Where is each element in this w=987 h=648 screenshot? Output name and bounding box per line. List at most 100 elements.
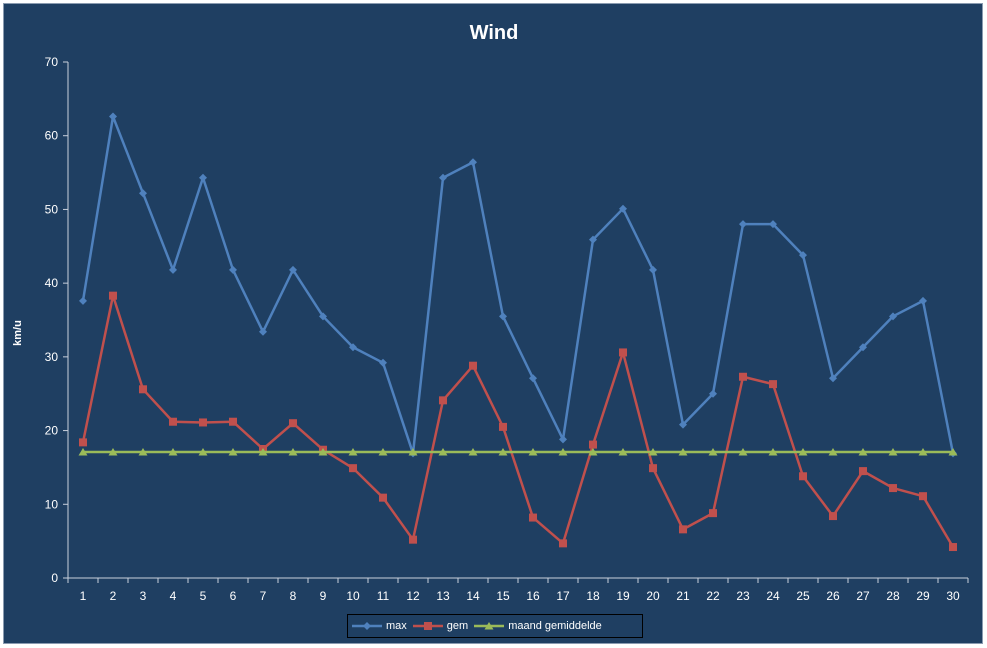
- data-point-maand-gemiddelde: [918, 447, 928, 456]
- data-point-maand-gemiddelde: [678, 447, 688, 456]
- data-point-max: [739, 220, 747, 229]
- data-point-max: [349, 343, 357, 352]
- data-point-maand-gemiddelde: [588, 447, 598, 456]
- x-tick-label: 19: [616, 589, 630, 603]
- data-point-max: [259, 327, 267, 336]
- data-point-gem: [469, 361, 477, 370]
- data-point-gem: [169, 417, 177, 426]
- data-point-maand-gemiddelde: [828, 447, 838, 456]
- data-point-maand-gemiddelde: [798, 447, 808, 456]
- data-point-gem: [769, 380, 777, 389]
- legend-swatch-gem: [412, 622, 443, 630]
- data-point-gem: [949, 543, 957, 552]
- data-point-max: [589, 235, 597, 244]
- legend-label-gem: gem: [446, 620, 469, 632]
- x-tick-label: 3: [140, 589, 147, 603]
- data-point-gem: [499, 422, 507, 431]
- data-point-maand-gemiddelde: [168, 447, 178, 456]
- legend-item-maand-gemiddelde: maand gemiddelde: [474, 620, 602, 632]
- x-tick-label: 26: [826, 589, 840, 603]
- data-point-max: [919, 296, 927, 305]
- x-tick-label: 10: [346, 589, 360, 603]
- x-tick-label: 15: [496, 589, 510, 603]
- data-point-maand-gemiddelde: [348, 447, 358, 456]
- data-point-gem: [529, 513, 537, 522]
- data-point-max: [469, 158, 477, 167]
- data-point-maand-gemiddelde: [108, 447, 118, 456]
- x-tick-label: 24: [766, 589, 780, 603]
- data-point-gem: [379, 493, 387, 502]
- data-point-max: [799, 251, 807, 260]
- y-tick-label: 20: [45, 424, 59, 438]
- data-point-max: [289, 265, 297, 274]
- data-point-max: [499, 312, 507, 321]
- data-point-max: [769, 220, 777, 229]
- chart-title: Wind: [469, 22, 519, 44]
- data-point-maand-gemiddelde: [768, 447, 778, 456]
- data-point-max: [559, 435, 567, 444]
- x-tick-label: 12: [406, 589, 420, 603]
- data-point-max: [439, 173, 447, 182]
- data-point-gem: [679, 525, 687, 534]
- data-point-gem: [589, 440, 597, 449]
- data-point-max: [889, 312, 897, 321]
- y-tick-label: 60: [45, 129, 59, 143]
- series-line-max: [81, 115, 955, 455]
- data-point-max: [619, 204, 627, 213]
- data-point-maand-gemiddelde: [618, 447, 628, 456]
- data-point-max: [529, 374, 537, 383]
- data-point-maand-gemiddelde: [558, 447, 568, 456]
- x-tick-label: 7: [260, 589, 267, 603]
- data-point-maand-gemiddelde: [528, 447, 538, 456]
- data-point-gem: [409, 535, 417, 544]
- data-point-max: [829, 374, 837, 383]
- data-point-maand-gemiddelde: [888, 447, 898, 456]
- data-point-max: [199, 173, 207, 182]
- data-point-gem: [289, 419, 297, 428]
- data-point-gem: [829, 512, 837, 521]
- data-point-gem: [619, 348, 627, 357]
- x-tick-label: 14: [466, 589, 480, 603]
- x-tick-label: 21: [676, 589, 690, 603]
- y-tick-label: 0: [51, 571, 58, 585]
- x-tick-label: 29: [916, 589, 930, 603]
- data-point-maand-gemiddelde: [318, 447, 328, 456]
- data-point-gem: [229, 417, 237, 426]
- x-tick-label: 23: [736, 589, 750, 603]
- data-point-maand-gemiddelde: [498, 447, 508, 456]
- data-point-maand-gemiddelde: [198, 447, 208, 456]
- legend: max gem maand gemiddelde: [347, 614, 643, 638]
- data-point-maand-gemiddelde: [438, 447, 448, 456]
- data-point-maand-gemiddelde: [468, 447, 478, 456]
- data-point-gem: [199, 418, 207, 427]
- data-point-gem: [739, 372, 747, 381]
- x-tick-label: 18: [586, 589, 600, 603]
- x-tick-label: 20: [646, 589, 660, 603]
- data-point-gem: [439, 396, 447, 405]
- data-point-max: [649, 265, 657, 274]
- x-tick-label: 27: [856, 589, 870, 603]
- data-point-gem: [889, 484, 897, 493]
- data-point-gem: [709, 509, 717, 518]
- data-point-maand-gemiddelde: [288, 447, 298, 456]
- data-point-max: [79, 296, 87, 305]
- data-point-maand-gemiddelde: [648, 447, 658, 456]
- x-tick-label: 6: [230, 589, 237, 603]
- data-point-gem: [559, 539, 567, 548]
- y-tick-label: 70: [45, 55, 59, 69]
- data-point-max: [139, 189, 147, 198]
- data-point-maand-gemiddelde: [78, 447, 88, 456]
- legend-label-maand-gemiddelde: maand gemiddelde: [508, 620, 602, 632]
- data-point-maand-gemiddelde: [138, 447, 148, 456]
- x-tick-label: 4: [170, 589, 177, 603]
- data-point-maand-gemiddelde: [738, 447, 748, 456]
- data-point-max: [109, 112, 117, 121]
- chart-area: Wind km/u 0 10 20 30 40 50 60 70 1 2 3 4 5 6 7 8 9 10 11 12…: [3, 3, 983, 644]
- data-point-gem: [919, 492, 927, 501]
- data-point-gem: [859, 467, 867, 476]
- x-tick-label: 1: [80, 589, 87, 603]
- data-point-gem: [109, 291, 117, 300]
- data-point-gem: [79, 438, 87, 447]
- x-tick-label: 30: [946, 589, 960, 603]
- data-point-maand-gemiddelde: [228, 447, 238, 456]
